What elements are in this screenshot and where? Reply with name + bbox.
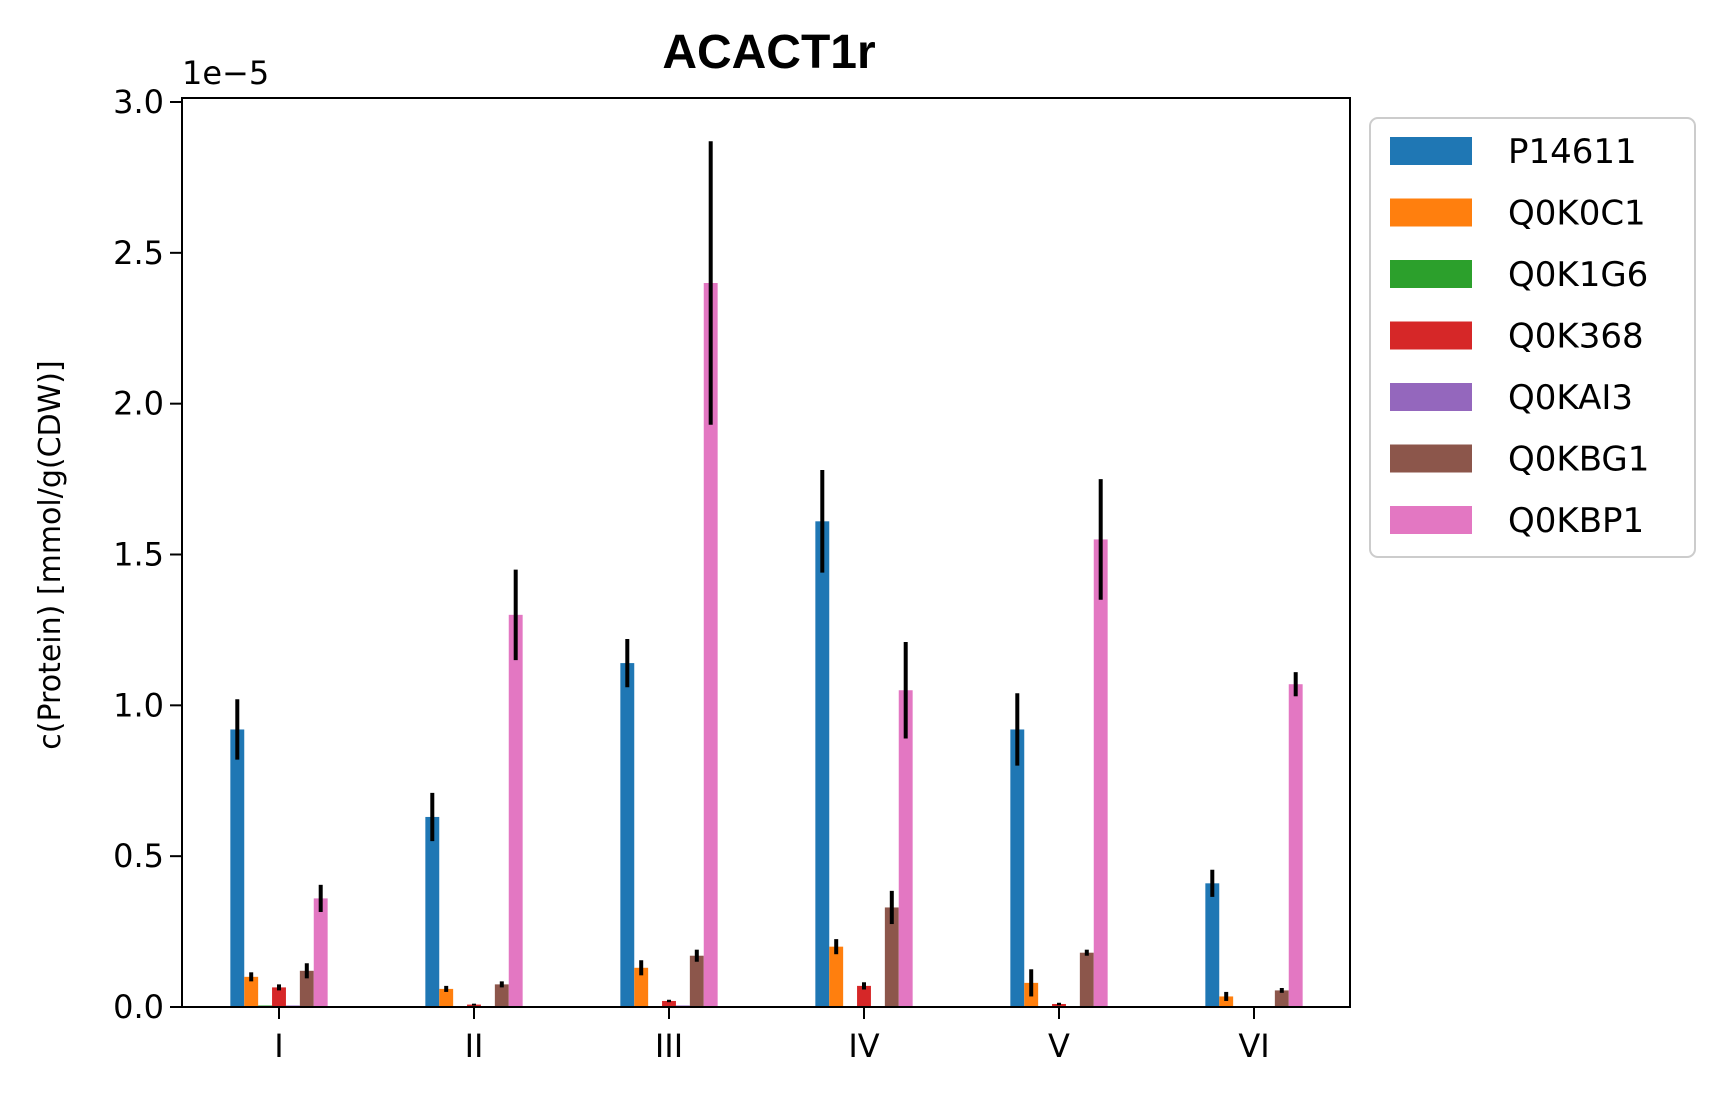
bar-q0k368-v [1052,1003,1066,1007]
bar-p14611-ii [425,816,440,1007]
bar-q0k0c1-iii [634,967,649,1007]
x-tick-label: III [655,1027,683,1065]
y-axis-offset-label: 1e−5 [182,54,269,92]
bar-q0kbg1-v [1079,952,1094,1007]
y-tick-label: 0.5 [113,837,164,875]
bar-q0kbg1-iii [689,955,704,1007]
legend: P14611 Q0K0C1 Q0K1G6 Q0K368 Q0KAI3 Q0KBG1 Q0KB… [1369,117,1696,558]
bar-q0kbg1-i [299,970,314,1007]
legend-swatch-p14611 [1390,137,1472,165]
bar-q0kbp1-iv [898,690,913,1007]
legend-label-q0kbp1: Q0KBP1 [1508,501,1644,541]
x-axis: I II III IV V VI [274,1007,1270,1065]
x-tick-label: V [1048,1027,1070,1065]
error-bar-group [235,141,1298,1006]
legend-label-q0kai3: Q0KAI3 [1508,378,1633,418]
bar-q0kbp1-iii [703,283,718,1007]
legend-swatch-q0k0c1 [1390,198,1472,227]
y-tick-label: 2.5 [113,234,164,272]
bar-q0k368-i [272,987,286,1007]
bar-p14611-vi [1205,883,1220,1007]
legend-label-q0kbg1: Q0KBG1 [1508,440,1649,480]
bar-q0k0c1-i [244,976,259,1007]
y-tick-label: 3.0 [113,83,164,121]
legend-swatch-q0k1g6 [1390,260,1472,288]
bar-series-group [230,283,1303,1007]
bar-q0k368-iii [662,1000,676,1007]
bar-q0kbg1-vi [1274,990,1289,1007]
bar-p14611-iv [815,521,830,1007]
legend-swatch-q0kbg1 [1390,444,1472,473]
y-tick-label: 0.0 [113,988,164,1026]
bar-q0kbp1-i [313,898,328,1007]
y-tick-label: 1.5 [113,536,164,574]
x-tick-label: VI [1238,1027,1269,1065]
x-tick-label: I [274,1027,283,1065]
legend-label-q0k0c1: Q0K0C1 [1508,194,1646,234]
bar-q0kbp1-ii [508,614,523,1007]
legend-label-q0k1g6: Q0K1G6 [1508,255,1648,295]
legend-swatch-q0kai3 [1390,383,1472,411]
legend-swatch-q0kbp1 [1390,506,1472,534]
plot-frame [181,97,1351,1008]
bar-q0k368-ii [467,1004,481,1007]
bar-q0k0c1-iv [829,946,844,1007]
y-axis: 0.0 0.5 1.0 1.5 2.0 2.5 3.0 [113,83,182,1026]
bar-p14611-iii [620,663,635,1007]
bar-q0kbg1-iv [884,907,899,1007]
legend-swatch-q0k368 [1390,321,1472,350]
y-tick-label: 2.0 [113,385,164,423]
x-tick-label: IV [848,1027,879,1065]
bar-q0k0c1-ii [439,988,454,1007]
bar-q0k368-iv [857,985,871,1007]
bar-p14611-i [230,729,245,1007]
bar-q0kbg1-ii [494,984,509,1007]
legend-label-p14611: P14611 [1508,132,1637,172]
y-axis-label: c(Protein) [mmol/g(CDW)] [33,360,68,749]
x-tick-label: II [465,1027,484,1065]
bar-q0kbp1-vi [1288,684,1303,1007]
y-tick-label: 1.0 [113,686,164,724]
bar-p14611-v [1010,729,1025,1007]
legend-label-q0k368: Q0K368 [1508,317,1644,357]
bar-q0kbp1-v [1093,539,1108,1007]
bar-q0k0c1-vi [1219,996,1234,1007]
chart-title: ACACT1r [662,26,875,79]
